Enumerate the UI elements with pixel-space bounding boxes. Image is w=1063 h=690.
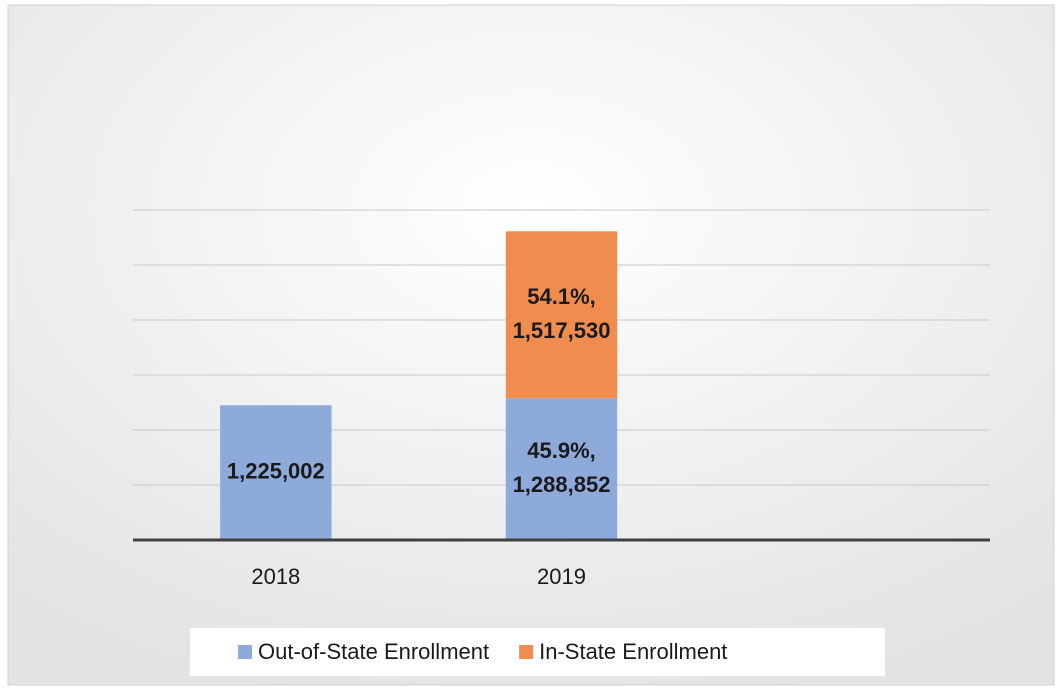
legend-swatch: [519, 645, 534, 659]
data-label: 1,225,002: [227, 458, 325, 483]
x-tick-label: 2018: [251, 564, 300, 589]
data-label: 54.1%, 1,517,530: [513, 284, 611, 343]
bar: [505, 231, 618, 399]
legend-box: [190, 628, 885, 676]
data-label: 45.9%, 1,288,852: [513, 438, 611, 497]
legend-label: In-State Enrollment: [539, 639, 727, 664]
x-tick-label: 2019: [537, 564, 586, 589]
bar: [505, 398, 618, 540]
legend-label: Out-of-State Enrollment: [258, 639, 489, 664]
bar: [220, 405, 332, 540]
legend-swatch: [238, 645, 252, 659]
